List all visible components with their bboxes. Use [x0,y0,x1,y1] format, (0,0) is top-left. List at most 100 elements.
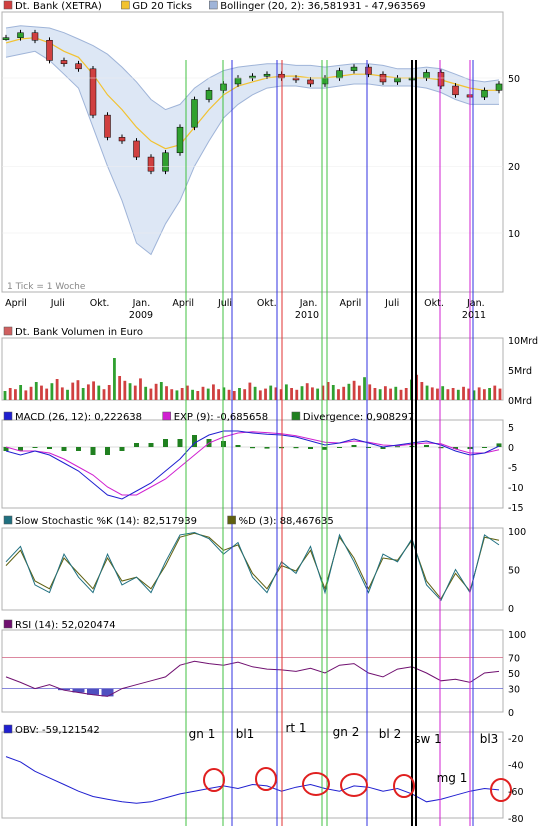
panel-frame-rsi [1,629,504,713]
price-candle-12 [176,126,184,154]
price-candle-21 [307,79,314,85]
price-legend-swatch-0 [3,0,13,10]
macd-divergence-bar-11 [163,439,168,447]
rsi-legend-swatch-0 [3,619,13,629]
volume-bar-34 [180,388,184,400]
volume-bar-67 [352,380,356,400]
volume-bar-55 [290,388,293,400]
volume-bar-13 [71,382,75,400]
volume-bar-30 [159,382,163,400]
macd-divergence-bar-2 [32,447,38,448]
macd-divergence-bar-8 [119,447,125,451]
volume-bar-38 [201,386,205,400]
volume-bar-53 [279,389,283,400]
x-year-2: 2011 [462,310,486,321]
volume-bar-37 [196,391,200,400]
macd-divergence-bar-0 [3,447,9,451]
obv-legend-label-0: OBV: -59,121542 [15,725,100,736]
stoch-legend-label-1: %D (3): 88,467635 [239,516,334,527]
x-tick-7: Jan. [299,298,318,309]
volume-bar-14 [76,380,80,400]
x-tick-6: Okt. [257,298,277,309]
x-tick-5: Juli [217,298,232,309]
volume-bar-17 [92,381,95,400]
volume-legend-label: Dt. Bank Volumen in Euro [15,327,143,338]
volume-bar-40 [212,384,215,400]
volume-y-tick-0: 10Mrd [508,336,538,347]
volume-bar-35 [185,385,189,400]
volume-bar-81 [425,385,429,400]
panel-frame-obv [1,731,504,819]
obv-y-tick-3: -80 [508,814,524,825]
price-legend-swatch-2 [209,0,218,10]
macd-divergence-bar-29 [424,445,429,447]
marker-circle-5 [490,778,512,802]
price-candle-30 [437,72,445,87]
macd-divergence-bar-21 [308,447,313,449]
volume-bar-82 [430,387,434,400]
price-candle-4 [60,60,68,64]
macd-divergence-bar-4 [61,447,67,451]
volume-bar-83 [436,388,439,400]
marker-circle-3 [340,773,368,797]
macd-divergence-bar-31 [453,447,458,449]
volume-bar-6 [34,382,38,400]
bollinger-band-area [6,25,499,255]
macd-divergence-bar-3 [47,447,52,449]
volume-bar-72 [378,389,382,400]
volume-bar-33 [175,390,179,400]
macd-y-tick-4: -15 [508,503,524,514]
volume-bar-63 [331,385,335,400]
macd-legend-label-1: EXP (9): -0,685658 [174,412,268,423]
macd-divergence-bar-1 [18,447,23,451]
volume-bar-77 [404,388,408,400]
volume-bar-32 [170,389,174,400]
x-tick-2: Okt. [90,298,110,309]
macd-divergence-bar-6 [90,447,96,455]
volume-bar-12 [66,389,69,400]
annotation-label-1: bl1 [236,727,255,741]
volume-bar-5 [29,386,33,400]
volume-bar-52 [274,387,278,400]
macd-divergence-bar-9 [134,443,139,447]
price-candle-3 [46,39,53,61]
panel-frame-vol [1,337,504,401]
volume-bar-25 [133,385,137,400]
volume-bar-86 [451,388,455,400]
volume-bar-90 [472,390,476,400]
macd-divergence-bar-13 [192,435,197,447]
rsi-y-tick-3: 30 [508,685,520,696]
macd-divergence-bar-22 [322,447,328,450]
volume-bar-31 [165,386,168,400]
volume-legend-swatch [3,326,13,336]
marker-circle-0 [203,768,225,792]
volume-bar-0 [3,391,7,400]
volume-bar-66 [347,383,351,400]
volume-bar-85 [446,389,450,400]
annotation-label-4: bl 2 [379,727,401,741]
volume-bar-88 [462,386,465,400]
stoch-y-tick-0: 100 [508,527,526,538]
price-candle-20 [292,77,300,81]
obv-y-tick-1: -40 [508,761,524,772]
volume-bar-65 [342,386,346,400]
price-candle-8 [118,137,126,142]
macd-divergence-bar-23 [337,447,342,448]
volume-bar-8 [45,388,49,400]
volume-bar-16 [86,384,90,400]
price-candle-16 [234,77,242,85]
price-candle-10 [147,156,155,172]
macd-divergence-bar-12 [177,439,183,447]
annotation-label-6: mg 1 [437,771,468,785]
price-candle-14 [205,90,213,100]
volume-bar-64 [337,389,340,400]
volume-bar-68 [357,385,361,400]
volume-bar-62 [326,382,330,400]
macd-divergence-bar-26 [380,447,386,449]
price-candle-29 [423,72,430,79]
price-legend-label-1: GD 20 Ticks [132,1,192,12]
volume-bar-58 [305,383,309,400]
volume-bar-73 [383,386,387,400]
